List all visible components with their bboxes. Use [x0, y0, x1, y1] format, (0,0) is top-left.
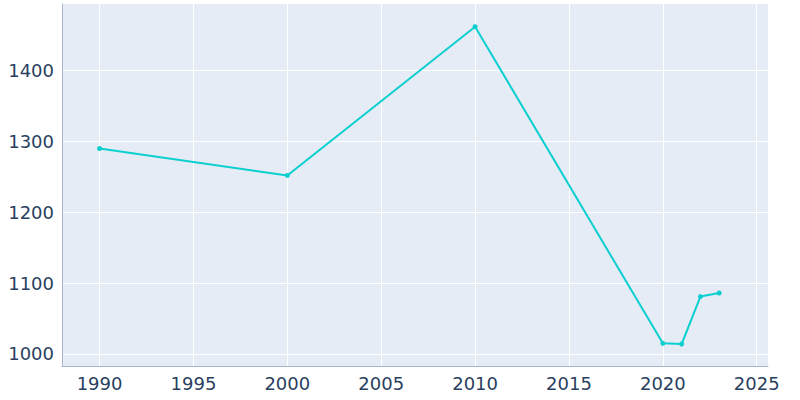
- svg-text:1990: 1990: [77, 373, 123, 394]
- svg-text:1200: 1200: [8, 202, 54, 223]
- svg-text:2020: 2020: [640, 373, 686, 394]
- svg-text:1300: 1300: [8, 131, 54, 152]
- svg-text:1000: 1000: [8, 343, 54, 364]
- svg-text:2010: 2010: [452, 373, 498, 394]
- svg-text:2025: 2025: [734, 373, 780, 394]
- svg-text:1100: 1100: [8, 273, 54, 294]
- svg-text:2015: 2015: [546, 373, 592, 394]
- svg-text:2005: 2005: [358, 373, 404, 394]
- svg-text:1995: 1995: [171, 373, 217, 394]
- svg-text:2000: 2000: [264, 373, 310, 394]
- svg-text:1400: 1400: [8, 60, 54, 81]
